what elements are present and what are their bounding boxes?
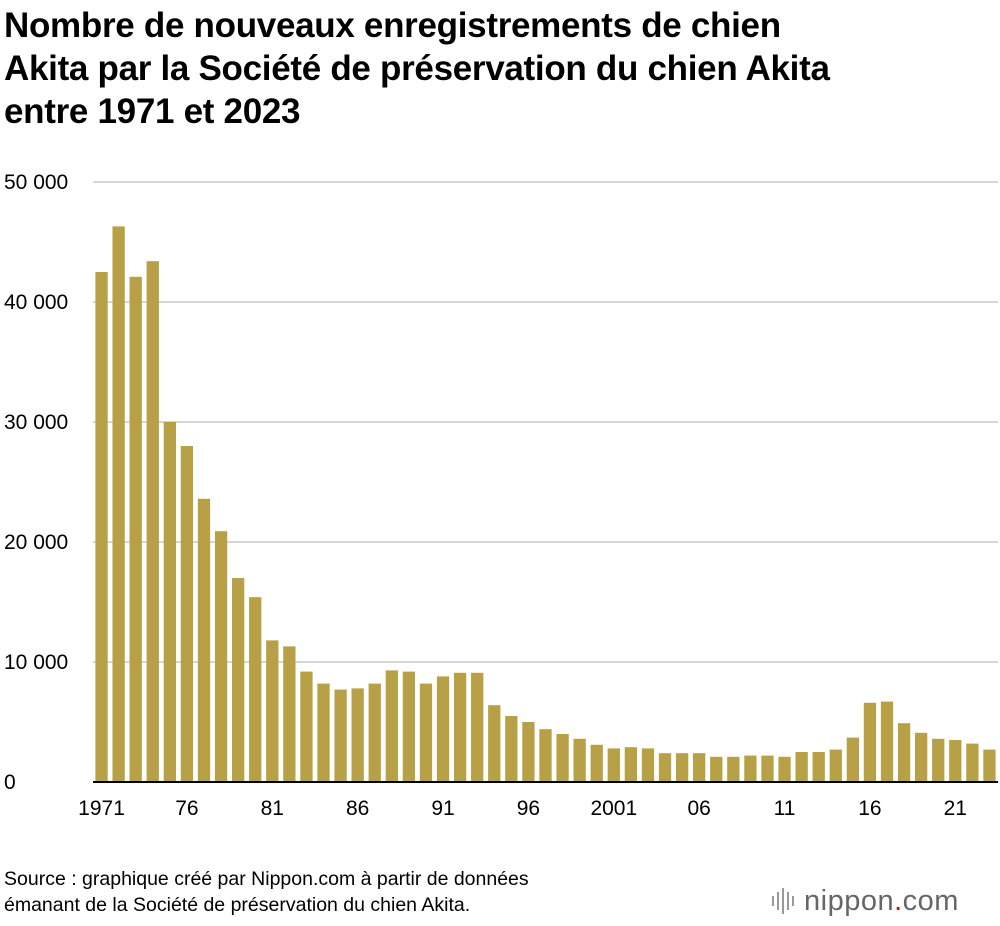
y-tick-label: 50 000 [4, 171, 68, 194]
bar-1974 [147, 261, 159, 782]
bar-2004 [659, 753, 671, 782]
logo-brand: nippon [804, 885, 894, 917]
bar-1993 [471, 673, 483, 782]
bar-1981 [266, 640, 278, 782]
bar-2023 [983, 750, 995, 782]
bar-1977 [198, 499, 210, 782]
x-tick-label: 81 [261, 797, 284, 820]
source-line-2: émanant de la Société de préservation du… [4, 892, 529, 918]
logo-tld: com [903, 885, 959, 917]
bar-2005 [676, 753, 688, 782]
bar-1989 [403, 672, 415, 782]
bar-1980 [249, 597, 261, 782]
chart-title-line-3: entre 1971 et 2023 [4, 90, 994, 133]
bar-2003 [642, 748, 654, 782]
bar-1975 [164, 422, 176, 782]
bar-1991 [437, 676, 449, 782]
bar-2016 [864, 703, 876, 782]
bar-1987 [369, 684, 381, 782]
bar-2001 [608, 748, 620, 782]
bar-1996 [522, 722, 534, 782]
bar-series [95, 226, 995, 782]
bar-1990 [420, 684, 432, 782]
source-line-1: Source : graphique créé par Nippon.com à… [4, 866, 529, 892]
bar-2020 [932, 739, 944, 782]
source-note: Source : graphique créé par Nippon.com à… [4, 866, 529, 918]
logo-wordmark: nippon.com [804, 885, 959, 918]
bar-1984 [317, 684, 329, 782]
bar-1986 [352, 688, 364, 782]
nippon-logo: nippon.com [772, 881, 959, 921]
bar-2000 [591, 745, 603, 782]
x-axis-tick-labels: 1971 76 81 86 91 96 2001 06 11 16 21 [78, 797, 967, 820]
bar-1973 [130, 277, 142, 782]
bar-2006 [693, 753, 705, 782]
bar-1978 [215, 531, 227, 782]
bar-2007 [710, 757, 722, 782]
chart-title: Nombre de nouveaux enregistrements de ch… [4, 4, 994, 133]
logo-dot: . [894, 885, 903, 917]
bar-1992 [454, 673, 466, 782]
bar-1985 [334, 690, 346, 782]
bar-2021 [949, 740, 961, 782]
y-axis-tick-labels: 0 10 000 20 000 30 000 40 000 50 000 [4, 171, 68, 794]
bar-2010 [761, 756, 773, 782]
bar-2011 [778, 757, 790, 782]
x-tick-label: 21 [944, 797, 967, 820]
bar-2014 [830, 750, 842, 782]
bar-2008 [727, 757, 739, 782]
x-tick-label: 11 [774, 797, 796, 820]
bar-1976 [181, 446, 193, 782]
bar-1994 [488, 705, 500, 782]
bar-2002 [625, 747, 637, 782]
y-tick-label: 0 [4, 771, 16, 794]
x-tick-label: 2001 [590, 797, 637, 820]
bar-1971 [95, 272, 107, 782]
grid-lines [93, 182, 998, 662]
chart-title-line-1: Nombre de nouveaux enregistrements de ch… [4, 4, 994, 47]
chart-title-line-2: Akita par la Société de préservation du … [4, 47, 994, 90]
x-tick-label: 1971 [78, 797, 125, 820]
y-tick-label: 10 000 [4, 651, 68, 674]
bar-2013 [813, 752, 825, 782]
y-tick-label: 30 000 [4, 411, 68, 434]
bar-2017 [881, 702, 893, 782]
x-tick-label: 06 [688, 797, 711, 820]
bar-1972 [112, 226, 124, 782]
x-tick-label: 91 [431, 797, 454, 820]
logo-mark-icon [772, 888, 794, 914]
bar-2022 [966, 744, 978, 782]
bar-1997 [539, 729, 551, 782]
bar-2012 [795, 752, 807, 782]
bar-1983 [300, 672, 312, 782]
x-tick-label: 76 [175, 797, 198, 820]
bar-1995 [505, 716, 517, 782]
x-tick-label: 96 [517, 797, 540, 820]
bar-2009 [744, 756, 756, 782]
bar-2015 [847, 738, 859, 782]
bar-chart: 0 10 000 20 000 30 000 40 000 50 000 1971 76 81… [0, 160, 1000, 830]
bar-1998 [556, 734, 568, 782]
y-tick-label: 40 000 [4, 291, 68, 314]
y-tick-label: 20 000 [4, 531, 68, 554]
bar-2018 [898, 723, 910, 782]
x-tick-label: 86 [346, 797, 369, 820]
bar-2019 [915, 733, 927, 782]
bar-1979 [232, 578, 244, 782]
bar-1982 [283, 646, 295, 782]
bar-1999 [574, 739, 586, 782]
x-tick-label: 16 [858, 797, 881, 820]
bar-1988 [386, 670, 398, 782]
